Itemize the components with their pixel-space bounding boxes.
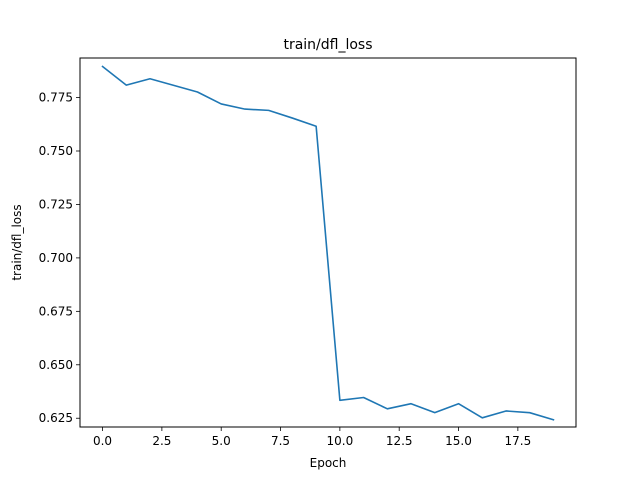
x-tick-label: 12.5	[386, 434, 413, 448]
y-tick-label: 0.750	[39, 144, 73, 158]
y-tick-label: 0.675	[39, 304, 73, 318]
x-tick-label: 2.5	[152, 434, 171, 448]
x-tick-label: 0.0	[93, 434, 112, 448]
x-tick-label: 17.5	[504, 434, 531, 448]
x-axis: 0.0 2.5 5.0 7.5 10.0 12.5 15.0 17.5	[93, 427, 531, 448]
y-tick-label: 0.700	[39, 251, 73, 265]
x-tick-label: 5.0	[212, 434, 231, 448]
x-axis-label: Epoch	[310, 456, 347, 470]
series-layer	[101, 65, 555, 421]
y-tick-label: 0.625	[39, 411, 73, 425]
y-axis-label: train/dfl_loss	[10, 204, 24, 280]
x-tick-label: 10.0	[327, 434, 354, 448]
series-line	[101, 65, 555, 421]
y-tick-label: 0.650	[39, 358, 73, 372]
x-tick-label: 15.0	[445, 434, 472, 448]
y-axis: 0.625 0.650 0.675 0.700 0.725 0.750 0.775	[39, 91, 80, 425]
y-tick-label: 0.725	[39, 197, 73, 211]
plot-area	[79, 57, 577, 428]
chart-title: train/dfl_loss	[283, 37, 372, 53]
x-tick-label: 7.5	[271, 434, 290, 448]
plot-frame	[79, 57, 577, 428]
y-tick-label: 0.775	[39, 91, 73, 105]
